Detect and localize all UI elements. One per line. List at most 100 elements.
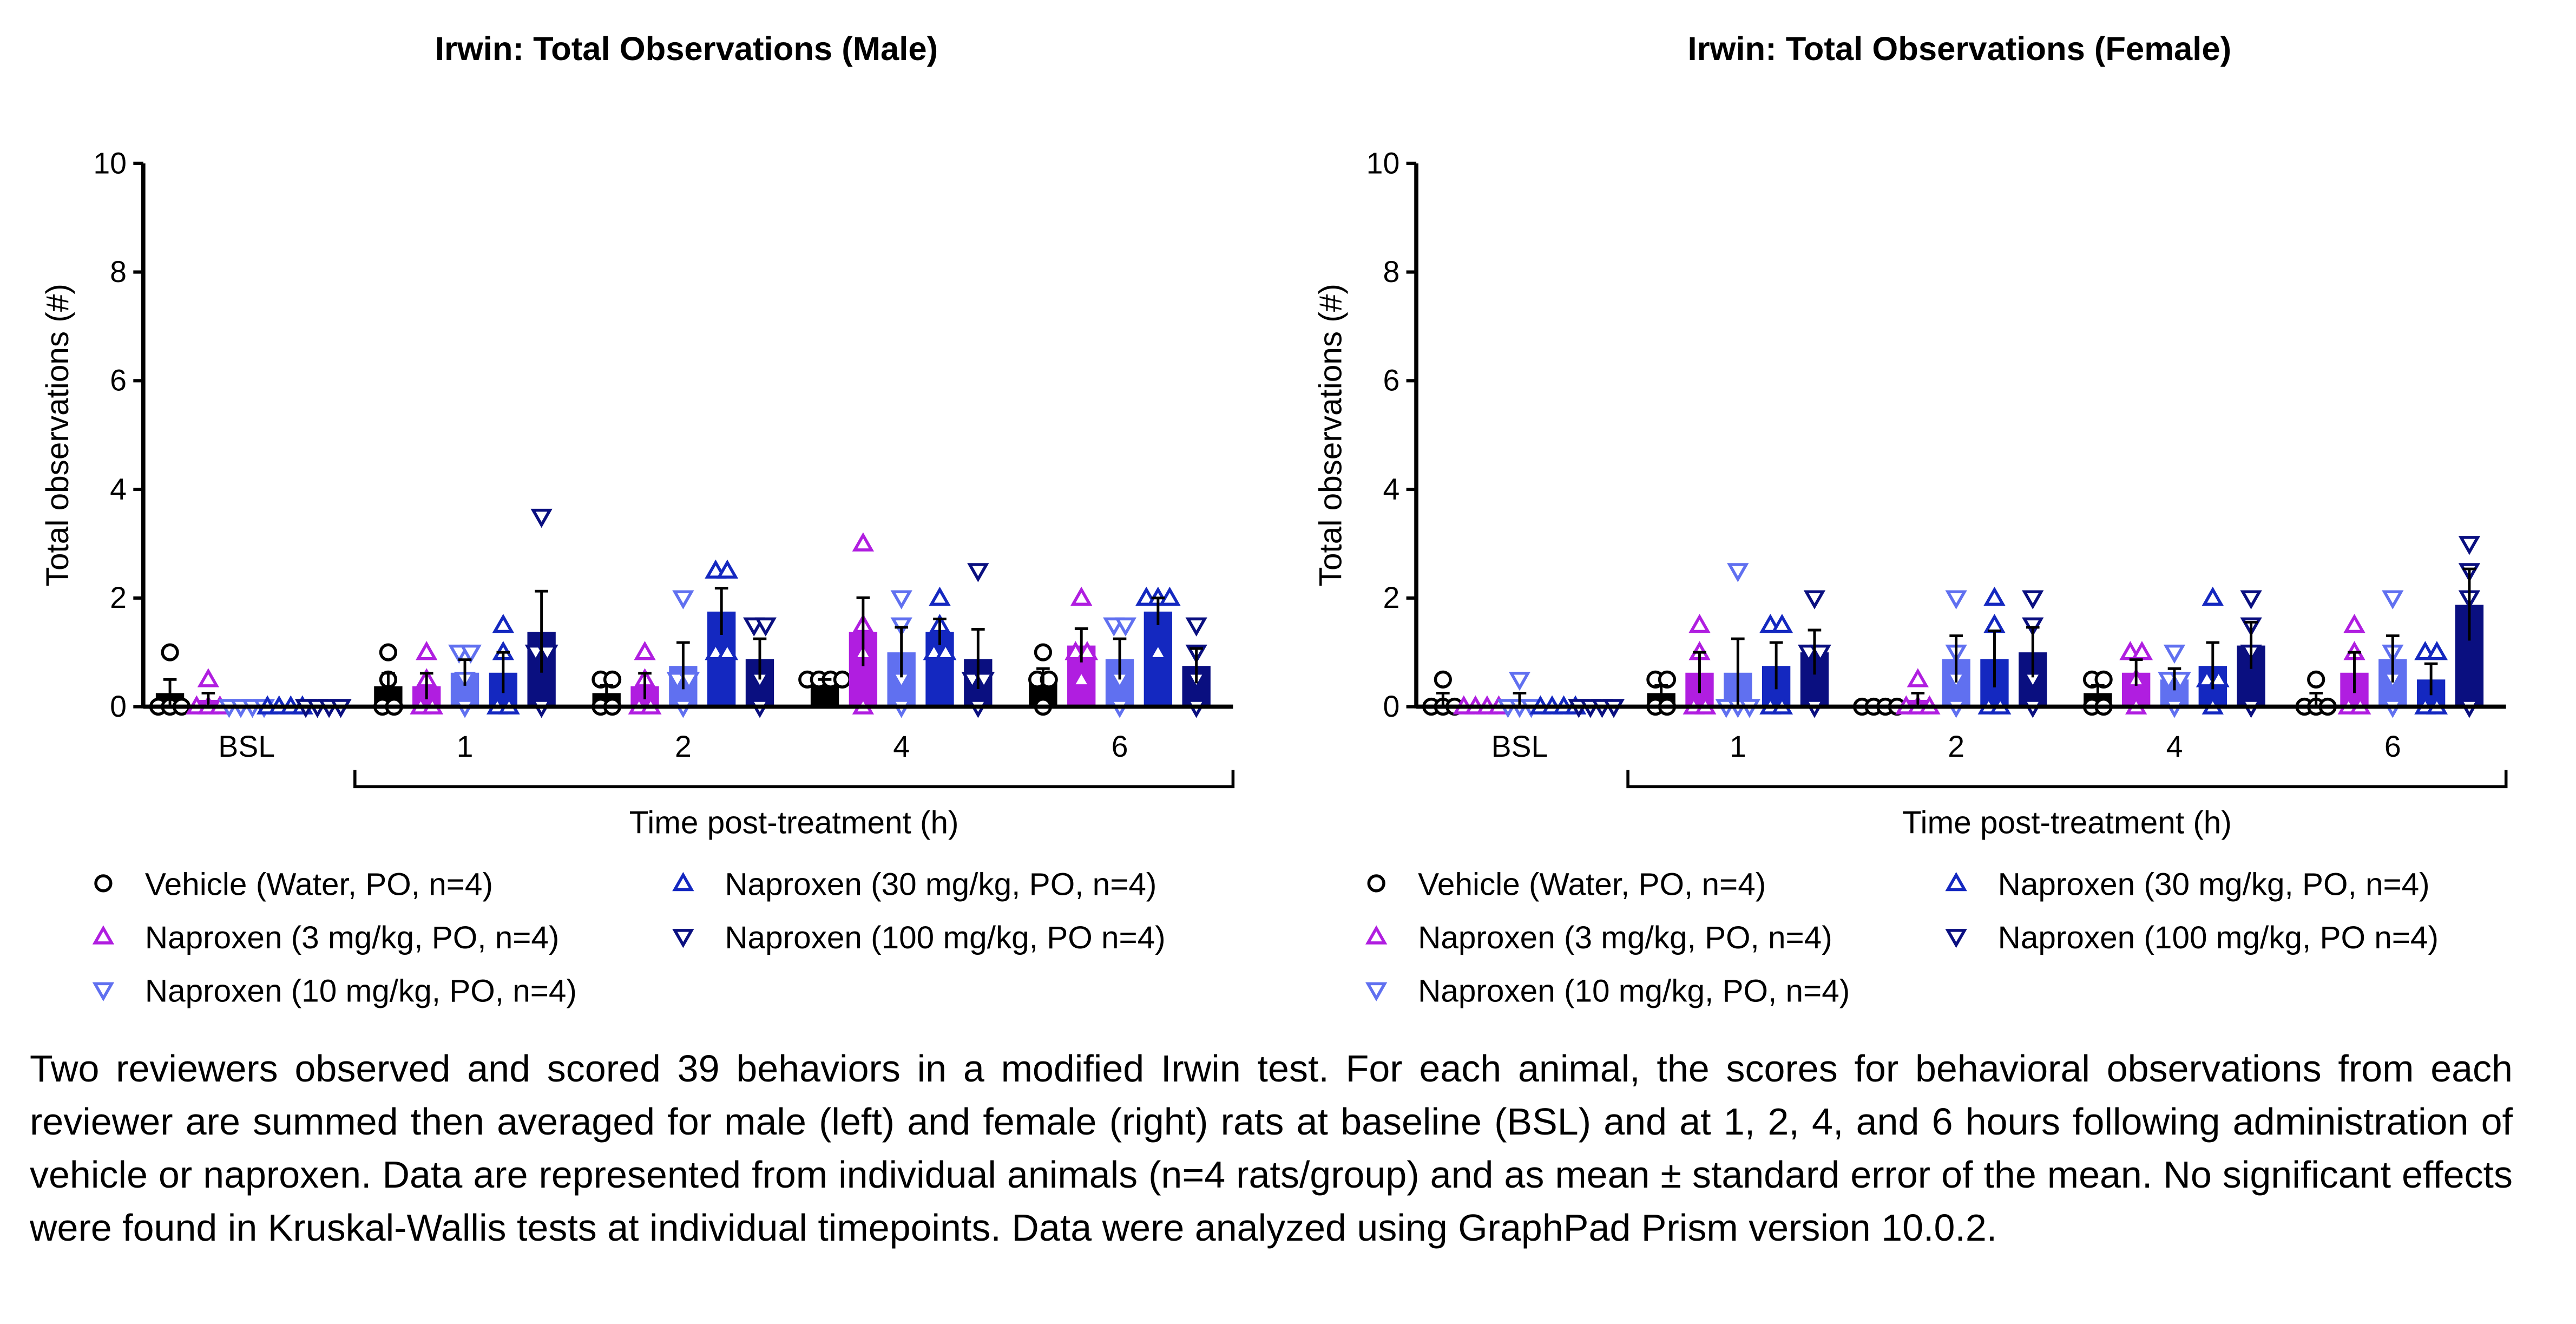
data-point bbox=[1040, 670, 1058, 689]
data-point bbox=[1070, 668, 1093, 687]
data-point bbox=[1658, 670, 1677, 689]
y-tick-label: 2 bbox=[110, 581, 127, 614]
y-axis-label: Total observations (#) bbox=[1313, 284, 1349, 586]
y-tick-label: 4 bbox=[1383, 472, 1399, 506]
legend-label: Naproxen (30 mg/kg, PO, n=4) bbox=[725, 867, 1156, 902]
data-point bbox=[2022, 590, 2044, 609]
x-tick-label: 1 bbox=[1730, 730, 1746, 763]
x-tick-label: 4 bbox=[893, 730, 910, 763]
error-bar bbox=[535, 589, 548, 673]
error-bar bbox=[971, 628, 985, 689]
data-point bbox=[2307, 670, 2325, 689]
data-point bbox=[2207, 668, 2230, 687]
data-point bbox=[890, 590, 912, 609]
y-tick-label: 6 bbox=[1383, 364, 1399, 397]
error-bar bbox=[1769, 641, 1783, 690]
data-point bbox=[678, 672, 700, 691]
y-tick-label: 6 bbox=[110, 364, 127, 397]
y-tick-label: 2 bbox=[1383, 581, 1399, 614]
x-bracket bbox=[1626, 770, 2508, 789]
y-tick-label: 10 bbox=[93, 146, 127, 180]
data-point bbox=[1147, 641, 1169, 660]
data-point bbox=[197, 668, 220, 687]
error-bar bbox=[1436, 691, 1450, 707]
x-axis-label: Time post-treatment (h) bbox=[1902, 805, 2232, 841]
data-point bbox=[1771, 613, 1793, 633]
y-tick-label: 0 bbox=[1383, 690, 1399, 723]
error-bar bbox=[496, 651, 510, 693]
error-bar bbox=[714, 587, 728, 635]
data-point bbox=[379, 643, 398, 661]
legend-marker bbox=[1365, 982, 1388, 1001]
data-point bbox=[716, 559, 739, 579]
error-bar bbox=[1190, 647, 1203, 684]
y-tick-label: 8 bbox=[110, 255, 127, 289]
data-point bbox=[603, 670, 622, 689]
legend-marker bbox=[672, 871, 694, 892]
data-point bbox=[1076, 641, 1099, 660]
x-tick-label: 6 bbox=[2384, 730, 2401, 763]
y-tick-label: 0 bbox=[110, 690, 127, 723]
data-point bbox=[2382, 590, 2404, 609]
error-bar bbox=[1036, 667, 1050, 691]
error-bar bbox=[753, 637, 767, 680]
error-bar bbox=[1513, 691, 1527, 707]
data-point bbox=[833, 670, 852, 689]
error-bar bbox=[1654, 684, 1668, 701]
error-bar bbox=[2026, 626, 2040, 678]
error-bar bbox=[2462, 567, 2476, 641]
data-point bbox=[1803, 590, 1826, 609]
error-bar bbox=[382, 672, 395, 699]
error-bar bbox=[2091, 684, 2105, 701]
data-point bbox=[1688, 613, 1711, 633]
legend-label: Naproxen (10 mg/kg, PO, n=4) bbox=[1418, 973, 1850, 1008]
error-bar bbox=[2424, 662, 2438, 696]
legend-label: Naproxen (100 mg/kg, PO n=4) bbox=[1998, 920, 2439, 955]
data-point bbox=[2202, 586, 2224, 606]
error-bar bbox=[2386, 634, 2400, 683]
data-point bbox=[459, 644, 482, 664]
legend-marker bbox=[92, 925, 115, 945]
data-point bbox=[672, 590, 694, 609]
error-bar bbox=[1693, 651, 1706, 693]
data-point bbox=[1034, 643, 1053, 661]
data-point bbox=[2240, 590, 2262, 609]
data-point bbox=[536, 644, 558, 664]
error-bar bbox=[1808, 628, 1822, 675]
caption: Two reviewers observed and scored 39 beh… bbox=[30, 1047, 2513, 1249]
x-axis-label: Time post-treatment (h) bbox=[629, 805, 959, 841]
legend-marker bbox=[672, 929, 694, 948]
legend-marker bbox=[1945, 871, 1967, 892]
y-tick-label: 4 bbox=[110, 472, 127, 506]
error-bar bbox=[638, 672, 652, 699]
data-point bbox=[1070, 586, 1093, 606]
error-bar bbox=[1988, 630, 2001, 687]
data-point bbox=[1434, 670, 1452, 689]
data-point bbox=[530, 508, 553, 528]
x-tick-label: 4 bbox=[2166, 730, 2183, 763]
data-point bbox=[967, 563, 989, 582]
y-axis-label: Total observations (#) bbox=[40, 284, 75, 586]
data-point bbox=[1907, 668, 1929, 687]
legend-marker bbox=[92, 982, 115, 1001]
error-bar bbox=[1074, 627, 1088, 663]
data-point bbox=[716, 641, 739, 660]
chart-title: Irwin: Total Observations (Female) bbox=[1688, 30, 2232, 68]
legend-label: Naproxen (3 mg/kg, PO, n=4) bbox=[145, 920, 560, 955]
legend-label: Vehicle (Water, PO, n=4) bbox=[145, 867, 493, 902]
error-bar bbox=[1911, 691, 1925, 707]
data-point bbox=[2131, 641, 2153, 660]
error-bar bbox=[2129, 658, 2143, 686]
data-point bbox=[929, 586, 951, 606]
data-point bbox=[972, 672, 995, 691]
data-point bbox=[2426, 641, 2448, 660]
legend-marker bbox=[1945, 929, 1967, 948]
y-tick-label: 8 bbox=[1383, 255, 1399, 289]
x-tick-label: 1 bbox=[457, 730, 474, 763]
legend-label: Vehicle (Water, PO, n=4) bbox=[1418, 867, 1766, 902]
error-bar bbox=[676, 641, 690, 690]
x-tick-label: 2 bbox=[1948, 730, 1964, 763]
data-point bbox=[1508, 672, 1531, 691]
